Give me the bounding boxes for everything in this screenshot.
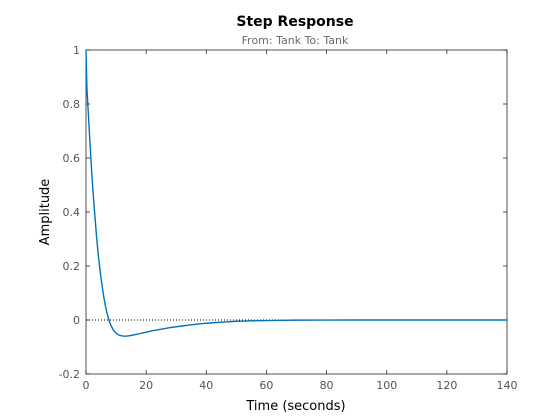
y-tick-label: 0.4	[63, 206, 81, 219]
x-tick-label: 60	[259, 379, 273, 392]
x-tick-label: 20	[139, 379, 153, 392]
x-tick-label: 120	[436, 379, 457, 392]
y-axis-label: Amplitude	[38, 179, 53, 246]
y-tick-label: 0.8	[63, 98, 81, 111]
y-tick-label: -0.2	[59, 368, 80, 381]
chart-subtitle: From: Tank To: Tank	[242, 34, 349, 47]
plot-area	[85, 49, 508, 375]
axis-tick-labels: 0 20 40 60 80 100 120 140-0.200.20.40.60.81	[59, 44, 518, 392]
y-tick-label: 0.6	[63, 152, 81, 165]
y-tick-label: 1	[73, 44, 80, 57]
x-tick-label: 40	[199, 379, 213, 392]
axis-ticks	[85, 49, 508, 375]
y-tick-label: 0	[73, 314, 80, 327]
x-tick-label: 100	[376, 379, 397, 392]
chart-title: Step Response	[236, 14, 353, 30]
x-tick-label: 80	[320, 379, 334, 392]
y-tick-label: 0.2	[63, 260, 81, 273]
x-axis-label: Time (seconds)	[245, 399, 345, 414]
step-response-line	[85, 49, 507, 337]
x-tick-label: 140	[497, 379, 518, 392]
x-tick-label: 0	[83, 379, 90, 392]
